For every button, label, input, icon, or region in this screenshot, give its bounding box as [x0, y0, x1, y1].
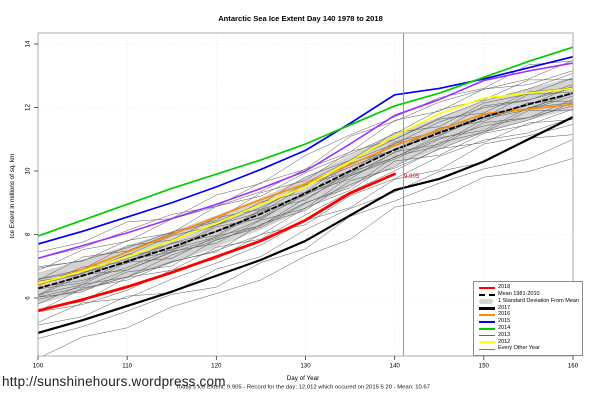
- legend-item-2018: 2018: [479, 285, 581, 292]
- x-axis-label: Day of Year: [287, 375, 320, 382]
- legend-label: 2018: [498, 284, 511, 291]
- legend-label: 2016: [498, 311, 511, 318]
- y-axis-label: Ice Extent in millions of sq. km: [9, 154, 16, 239]
- year-line: [38, 59, 573, 259]
- y-tick-label: 12: [25, 104, 32, 111]
- x-tick-label: 130: [300, 363, 311, 370]
- plot-area: 9.905 100 110 120 130 140 150 160 6 8 10 12 14: [25, 32, 579, 370]
- legend-label: 2014: [498, 324, 511, 331]
- year-line: [38, 77, 573, 281]
- year-line: [38, 105, 573, 305]
- legend-label: Mean 1981-2010: [498, 290, 540, 297]
- series-2016: [38, 103, 573, 287]
- year-line: [38, 85, 573, 285]
- legend-item-mean-1981-2010: Mean 1981-2010: [479, 291, 581, 298]
- y-tick-label: 6: [25, 296, 32, 300]
- year-line: [38, 119, 573, 310]
- y-tick-label: 10: [25, 167, 32, 174]
- series-2014: [38, 46, 573, 237]
- legend-swatch: [479, 286, 495, 290]
- legend-item-every-other-year: Every Other Year: [479, 346, 581, 353]
- legend-label: 1 Standard Deviation From Mean: [498, 297, 580, 304]
- series-2018: [38, 172, 397, 313]
- y-tick-label: 8: [25, 232, 32, 236]
- year-line: [38, 84, 573, 280]
- x-tick-label: 140: [390, 363, 401, 370]
- chart-legend: 2018 Mean 1981-2010 1 Standard Deviation F…: [473, 281, 583, 356]
- chart-caption: Today's Ice Extent: 9.905 - Record for t…: [176, 385, 430, 391]
- year-line: [38, 79, 573, 267]
- series-2012: [38, 87, 573, 285]
- legend-swatch: [479, 298, 493, 304]
- legend-swatch: [479, 314, 495, 316]
- legend-item-2016: 2016: [479, 312, 581, 319]
- axes: 100 110 120 130 140 150 160 6 8 10 12 14: [25, 40, 579, 369]
- legend-item-1-standard-deviation-from-mean: 1 Standard Deviation From Mean: [479, 298, 581, 305]
- x-tick-label: 120: [211, 363, 222, 370]
- legend-swatch: [479, 306, 495, 310]
- legend-swatch: [479, 341, 495, 344]
- x-tick-label: 150: [479, 363, 490, 370]
- year-line: [38, 60, 573, 253]
- site-link[interactable]: http://sunshinehours.wordpress.com: [2, 374, 226, 389]
- legend-label: 2015: [498, 318, 511, 325]
- legend-label: Every Other Year: [498, 345, 540, 352]
- current-value-annotation: 9.905: [404, 173, 420, 180]
- legend-item-2014: 2014: [479, 325, 581, 332]
- year-line: [42, 158, 573, 356]
- legend-item-2015: 2015: [479, 318, 581, 325]
- legend-item-2013: 2013: [479, 332, 581, 339]
- legend-item-2012: 2012: [479, 339, 581, 346]
- series-2017: [38, 115, 573, 335]
- year-line: [38, 139, 573, 339]
- year-line: [38, 117, 573, 313]
- year-line: [38, 108, 573, 312]
- series-2013: [38, 62, 573, 260]
- legend-swatch: [479, 320, 495, 323]
- series-mean-1981-2010: [38, 92, 573, 290]
- year-line: [38, 109, 573, 298]
- year-line: [38, 91, 573, 282]
- legend-swatch: [479, 327, 495, 330]
- x-tick-label: 100: [33, 363, 44, 370]
- legend-label: 2017: [498, 304, 511, 311]
- year-line: [38, 73, 573, 269]
- chart-title: Antarctic Sea Ice Extent Day 140 1978 to…: [218, 14, 383, 23]
- year-line: [38, 70, 573, 271]
- series-2015: [38, 55, 573, 245]
- legend-label: 2012: [498, 338, 511, 345]
- x-tick-label: 110: [122, 363, 132, 370]
- legend-swatch: [479, 348, 495, 350]
- legend-item-2017: 2017: [479, 305, 581, 312]
- legend-swatch: [479, 334, 495, 337]
- x-tick-label: 160: [568, 363, 579, 370]
- legend-swatch: [479, 293, 495, 296]
- legend-label: 2013: [498, 331, 511, 338]
- y-tick-label: 14: [25, 40, 32, 47]
